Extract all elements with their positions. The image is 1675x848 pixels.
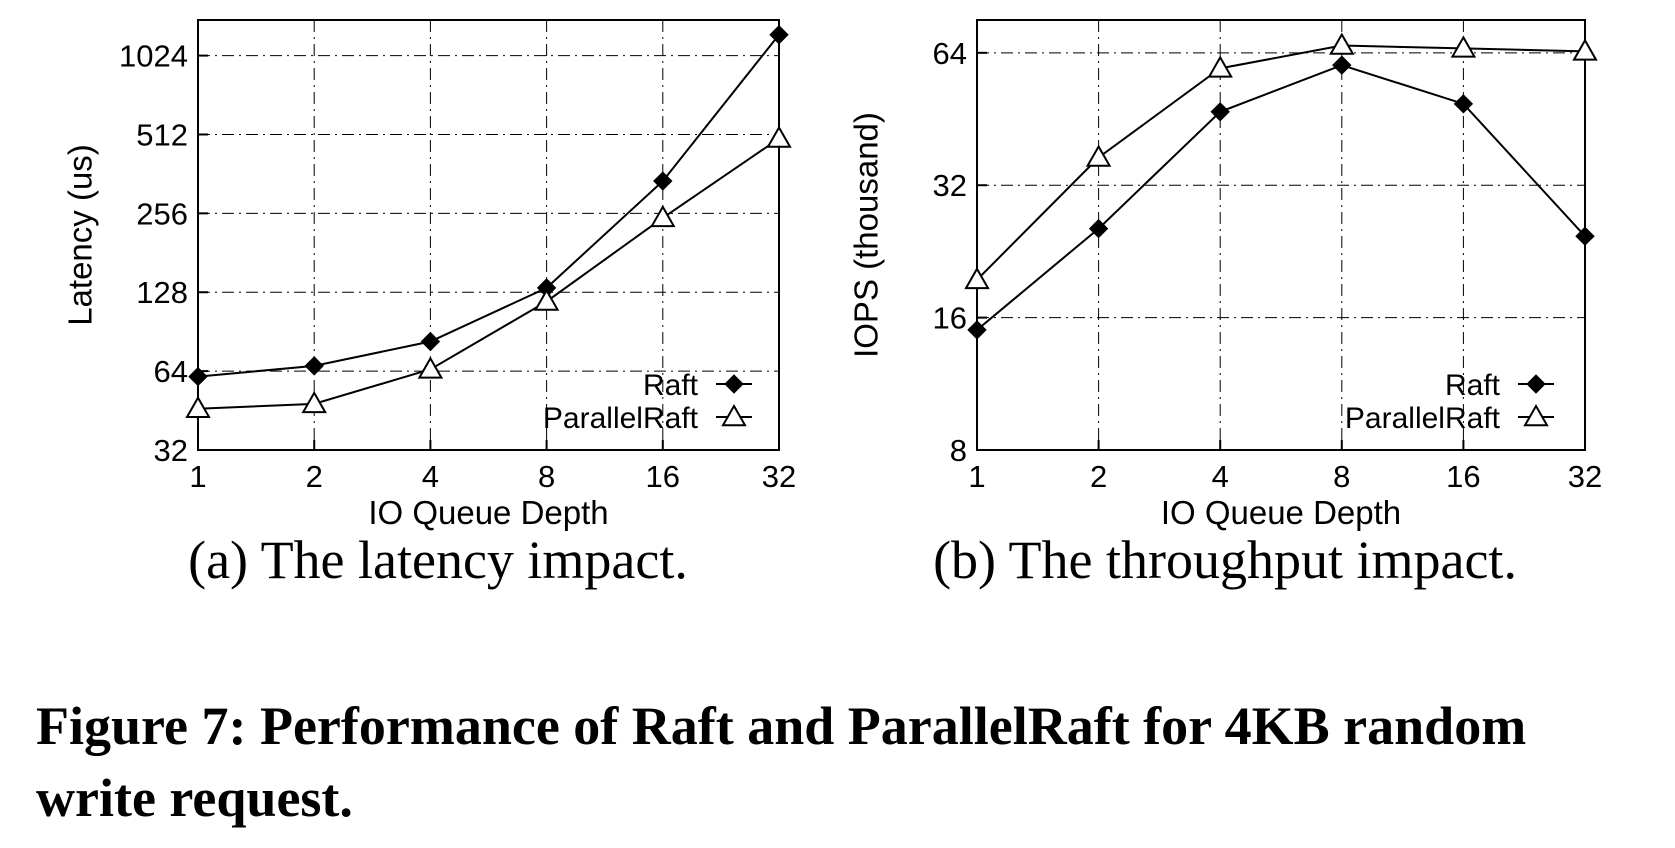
x-axis-label: IO Queue Depth [1161,494,1401,531]
legend-marker [724,374,744,394]
latency-chart: 32 64 128 256 512 1024 1 2 4 8 16 32 IO Queue Depth L… [62,19,796,590]
data-point-raft [653,171,673,191]
y-tick-label: 256 [136,196,188,231]
data-point-raft [1332,55,1352,75]
data-point-raft [304,356,324,376]
data-point-raft [967,320,987,340]
y-tick-label: 128 [136,275,188,310]
legend-label: ParallelRaft [543,402,699,435]
y-tick-label: 64 [154,354,188,389]
subcaption: (a) The latency impact. [188,530,688,590]
x-tick-label: 8 [538,459,555,494]
figure-caption: Figure 7: Performance of Raft and Parall… [36,696,1527,828]
data-point-parallelraft [964,266,990,290]
x-tick-label: 2 [1090,459,1107,494]
data-point-raft [1453,94,1474,114]
plot-frame [197,19,780,451]
y-tick-label: 8 [950,433,967,468]
y-tick-label: 32 [933,168,967,203]
data-point-parallelraft [1329,32,1355,55]
data-point-parallelraft [1085,144,1112,167]
series-line-parallelraft [976,44,1586,281]
data-point-parallelraft [766,125,792,148]
legend-marker [721,403,747,427]
x-tick-label: 16 [646,459,680,494]
y-tick-label: 32 [154,433,188,468]
legend-marker [1523,403,1549,427]
data-point-parallelraft [650,204,676,228]
series-line-parallelraft [197,137,780,410]
data-point-raft [1088,218,1109,239]
data-point-parallelraft [185,395,211,418]
y-tick-label: 64 [933,36,967,71]
y-axis-label: IOPS (thousand) [848,112,885,358]
data-point-parallelraft [417,356,444,379]
x-tick-label: 2 [306,459,323,494]
x-tick-label: 8 [1333,459,1350,494]
data-point-raft [1575,226,1595,246]
x-tick-label: 1 [189,459,206,494]
x-tick-label: 32 [1568,459,1602,494]
data-point-parallelraft [1572,38,1598,61]
series-line-raft [197,34,780,378]
y-axis-label: Latency (us) [62,144,99,326]
x-axis-label: IO Queue Depth [368,494,608,531]
data-point-raft [188,366,208,387]
data-point-raft [1210,102,1230,122]
x-tick-label: 16 [1446,459,1480,494]
data-point-raft [420,331,441,352]
x-tick-label: 4 [1212,459,1229,494]
y-tick-label: 16 [933,301,967,336]
y-tick-label: 512 [136,117,188,152]
x-tick-label: 32 [762,459,796,494]
data-point-raft [769,25,789,45]
legend-marker [1526,374,1546,394]
series-line-raft [976,64,1586,331]
data-point-parallelraft [1207,55,1233,78]
y-tick-label: 1024 [119,39,188,74]
x-tick-label: 4 [422,459,439,494]
data-point-parallelraft [301,390,327,414]
data-point-parallelraft [1450,35,1477,58]
data-point-parallelraft [533,288,560,311]
legend-label: ParallelRaft [1345,402,1501,435]
legend-label: Raft [643,369,699,402]
legend-label: Raft [1445,369,1501,402]
throughput-chart: 8 16 32 64 1 2 4 8 16 32 IO Queue Depth IOPS (thous… [848,19,1602,590]
subcaption: (b) The throughput impact. [933,530,1517,590]
x-tick-label: 1 [968,459,985,494]
